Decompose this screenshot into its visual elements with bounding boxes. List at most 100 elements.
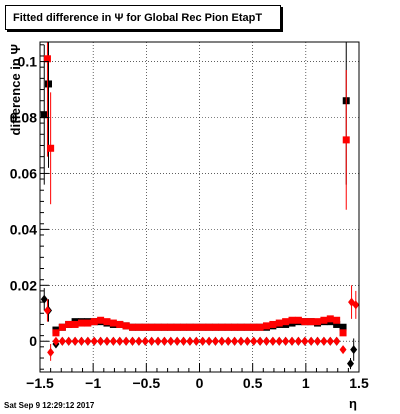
data-point-diamond bbox=[122, 336, 130, 346]
data-point-diamond bbox=[52, 336, 60, 346]
data-point-square bbox=[186, 323, 194, 331]
data-point-diamond bbox=[320, 336, 328, 346]
y-tick-label: 0.02 bbox=[10, 277, 37, 293]
data-point-square bbox=[211, 323, 219, 331]
data-point-diamond bbox=[243, 336, 251, 346]
data-point-diamond bbox=[160, 336, 168, 346]
x-tick-label: −1.5 bbox=[26, 375, 54, 391]
data-point-diamond bbox=[288, 336, 296, 346]
data-point-diamond bbox=[275, 336, 283, 346]
x-axis-label: η bbox=[349, 396, 357, 411]
data-point-diamond bbox=[314, 336, 322, 346]
data-point-diamond bbox=[154, 336, 162, 346]
data-point-square bbox=[224, 323, 232, 331]
data-point-square bbox=[205, 323, 213, 331]
data-point-diamond bbox=[129, 336, 137, 346]
data-point-square bbox=[173, 323, 181, 331]
data-point-diamond bbox=[346, 359, 354, 369]
data-point-square bbox=[154, 323, 162, 331]
data-point-diamond bbox=[77, 336, 85, 346]
data-point-square bbox=[43, 55, 51, 63]
data-point-square bbox=[52, 329, 60, 337]
x-tick-label: 1.5 bbox=[349, 375, 369, 391]
data-point-diamond bbox=[90, 336, 98, 346]
axis-tick-labels: −1.5 −1 −0.5 0 0.5 1 1.5 0 0.02 0.04 0.06 0.08 0.1 bbox=[10, 54, 369, 391]
data-point-square bbox=[58, 323, 66, 331]
data-point-diamond bbox=[218, 336, 226, 346]
data-point-square bbox=[84, 319, 92, 327]
data-point-diamond bbox=[205, 336, 213, 346]
x-tick-label: 0.5 bbox=[243, 375, 263, 391]
data-point-square bbox=[218, 323, 226, 331]
data-point-diamond bbox=[192, 336, 200, 346]
grid-lines bbox=[40, 42, 359, 372]
chart-title-text: Fitted difference in Ψ for Global Rec Pi… bbox=[13, 11, 263, 24]
data-point-square bbox=[47, 144, 55, 152]
data-point-diamond bbox=[43, 305, 51, 315]
data-point-diamond bbox=[180, 336, 188, 346]
data-point-square bbox=[116, 320, 124, 328]
data-point-square bbox=[231, 323, 239, 331]
data-point-square bbox=[288, 316, 296, 324]
data-point-square bbox=[320, 316, 328, 324]
data-point-diamond bbox=[116, 336, 124, 346]
data-point-square bbox=[129, 323, 137, 331]
y-axis-label: difference in Ψ bbox=[8, 44, 23, 135]
data-marks bbox=[40, 42, 360, 370]
data-point-diamond bbox=[71, 336, 79, 346]
data-point-square bbox=[192, 323, 200, 331]
data-point-diamond bbox=[350, 345, 358, 355]
data-point-square bbox=[77, 319, 85, 327]
data-point-diamond bbox=[333, 336, 341, 346]
data-point-diamond bbox=[109, 336, 117, 346]
data-point-diamond bbox=[148, 336, 156, 346]
data-point-diamond bbox=[167, 336, 175, 346]
data-point-diamond bbox=[301, 336, 309, 346]
data-point-square bbox=[71, 320, 79, 328]
data-point-diamond bbox=[250, 336, 258, 346]
x-tick-label: 1 bbox=[302, 375, 310, 391]
data-point-diamond bbox=[256, 336, 264, 346]
y-tick-label: 0.08 bbox=[10, 110, 37, 126]
data-point-square bbox=[109, 319, 117, 327]
data-point-square bbox=[333, 316, 341, 324]
data-point-square bbox=[294, 316, 302, 324]
data-point-square bbox=[40, 111, 48, 119]
data-point-square bbox=[45, 80, 53, 88]
data-point-diamond bbox=[326, 336, 334, 346]
data-point-square bbox=[282, 318, 290, 326]
data-point-square bbox=[256, 323, 264, 331]
data-point-diamond bbox=[307, 336, 315, 346]
data-point-square bbox=[262, 322, 270, 330]
data-point-square bbox=[148, 323, 156, 331]
data-point-square bbox=[339, 329, 347, 337]
data-point-diamond bbox=[135, 336, 143, 346]
data-point-square bbox=[237, 323, 245, 331]
data-point-square bbox=[65, 320, 73, 328]
y-tick-label: 0.04 bbox=[10, 221, 37, 237]
data-point-diamond bbox=[103, 336, 111, 346]
data-point-diamond bbox=[339, 345, 347, 355]
data-point-square bbox=[250, 323, 258, 331]
data-point-square bbox=[314, 318, 322, 326]
data-point-diamond bbox=[352, 300, 360, 310]
x-tick-label: 0 bbox=[196, 375, 204, 391]
data-point-square bbox=[180, 323, 188, 331]
data-point-square bbox=[141, 323, 149, 331]
x-tick-label: −0.5 bbox=[133, 375, 161, 391]
data-point-diamond bbox=[84, 336, 92, 346]
data-point-square bbox=[103, 318, 111, 326]
chart-title: Fitted difference in Ψ for Global Rec Pi… bbox=[5, 5, 281, 30]
x-tick-label: −1 bbox=[85, 375, 101, 391]
data-point-square bbox=[243, 323, 251, 331]
footer-timestamp: Sat Sep 9 12:29:12 2017 bbox=[4, 401, 95, 410]
data-point-diamond bbox=[269, 336, 277, 346]
data-point-diamond bbox=[211, 336, 219, 346]
data-point-diamond bbox=[58, 336, 66, 346]
axis-ticks bbox=[39, 44, 360, 372]
data-point-diamond bbox=[282, 336, 290, 346]
data-point-square bbox=[301, 318, 309, 326]
data-point-square bbox=[307, 318, 315, 326]
data-point-diamond bbox=[186, 336, 194, 346]
